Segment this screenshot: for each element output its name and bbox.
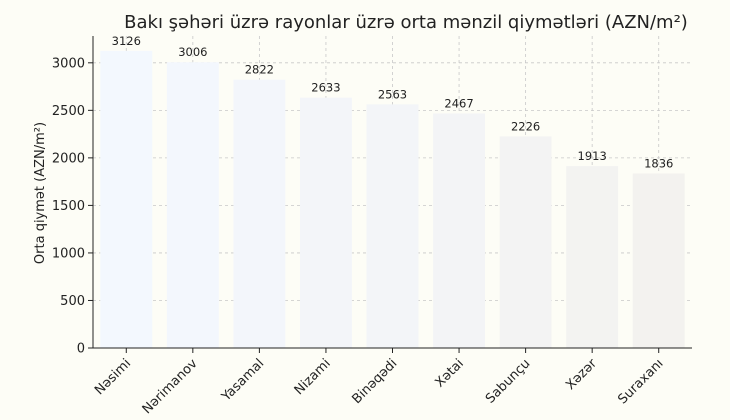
value-label: 3126 <box>112 34 141 48</box>
y-tick-label: 2000 <box>52 151 85 166</box>
bar-9 <box>632 173 685 348</box>
bar-2 <box>166 62 219 348</box>
bar-5 <box>366 104 419 348</box>
x-tick-label: Nəsimi <box>92 356 134 398</box>
x-tick-label: Xətai <box>433 356 467 390</box>
bar-3 <box>233 79 286 348</box>
x-tick-label: Yasamal <box>218 356 267 405</box>
y-tick-label: 1500 <box>52 199 85 214</box>
bar-4 <box>299 97 352 348</box>
x-tick-label: Sabunçu <box>483 356 533 406</box>
bar-8 <box>566 166 619 348</box>
x-tick-label: Binəqədi <box>349 356 400 407</box>
value-label: 1913 <box>578 149 607 163</box>
x-ticks-layer: Nəsimi Nərimanov Yasamal Nizami Binəqədi Xəta… <box>92 348 667 417</box>
value-label: 2563 <box>378 87 407 101</box>
bar-7 <box>499 136 552 348</box>
value-label: 1836 <box>644 156 673 170</box>
y-ticks-layer: 0 500 1000 1500 2000 2500 3000 <box>52 56 93 357</box>
y-tick-label: 2500 <box>52 104 85 119</box>
y-tick-label: 0 <box>77 342 85 357</box>
y-tick-label: 3000 <box>52 56 85 71</box>
x-tick-label: Nərimanov <box>140 356 201 417</box>
value-label: 3006 <box>178 45 207 59</box>
x-tick-label: Xəzər <box>563 356 600 393</box>
value-label: 2633 <box>311 81 340 95</box>
bar-1 <box>100 50 153 348</box>
y-tick-label: 1000 <box>52 246 85 261</box>
value-label: 2822 <box>245 63 274 77</box>
bar-6 <box>433 113 486 349</box>
value-label: 2467 <box>444 96 473 110</box>
x-tick-label: Nizami <box>292 356 334 398</box>
y-tick-label: 500 <box>60 294 85 309</box>
x-tick-label: Suraxanı <box>615 356 666 407</box>
y-axis-label: Orta qiymət (AZN/m²) <box>33 122 48 264</box>
bars-layer <box>100 50 685 349</box>
value-labels-layer: 3126 3006 2822 2633 2563 2467 2226 1913 1836 <box>112 34 674 171</box>
value-label: 2226 <box>511 119 540 133</box>
chart-title: Bakı şəhəri üzrə rayonlar üzrə orta mənz… <box>124 12 688 33</box>
